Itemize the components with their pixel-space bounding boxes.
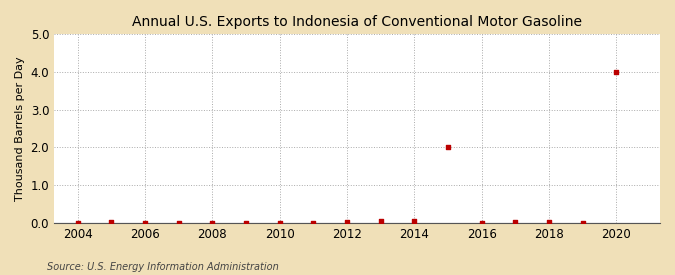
Point: [106, 220, 117, 224]
Point: [342, 220, 352, 224]
Y-axis label: Thousand Barrels per Day: Thousand Barrels per Day: [15, 56, 25, 201]
Point: [476, 221, 487, 225]
Point: [308, 221, 319, 225]
Point: [577, 221, 588, 225]
Point: [443, 145, 454, 150]
Point: [207, 221, 217, 225]
Point: [543, 219, 554, 224]
Point: [274, 221, 285, 225]
Point: [611, 70, 622, 74]
Point: [375, 219, 386, 223]
Point: [409, 219, 420, 223]
Point: [240, 221, 251, 225]
Title: Annual U.S. Exports to Indonesia of Conventional Motor Gasoline: Annual U.S. Exports to Indonesia of Conv…: [132, 15, 582, 29]
Point: [173, 221, 184, 225]
Text: Source: U.S. Energy Information Administration: Source: U.S. Energy Information Administ…: [47, 262, 279, 272]
Point: [72, 221, 83, 225]
Point: [140, 221, 151, 225]
Point: [510, 219, 520, 224]
